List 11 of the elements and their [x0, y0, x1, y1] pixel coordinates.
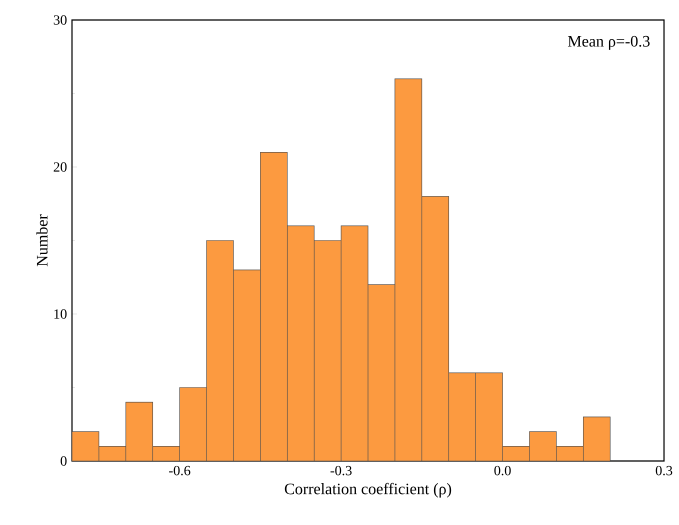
y-tick-label: 10: [54, 309, 67, 319]
x-tick-label: -0.3: [330, 466, 352, 476]
annotation: Mean ρ=-0.3: [568, 36, 650, 50]
x-tick-label: -0.6: [169, 466, 190, 476]
x-axis-title: Correlation coefficient (ρ): [284, 482, 452, 498]
y-tick-label: 30: [54, 15, 67, 25]
x-tick-label: 0.0: [494, 466, 511, 476]
y-tick-label: 20: [54, 162, 67, 172]
y-tick-label: 0: [60, 456, 67, 466]
y-axis-title: Number: [36, 214, 48, 266]
x-tick-label: 0.3: [656, 466, 672, 476]
